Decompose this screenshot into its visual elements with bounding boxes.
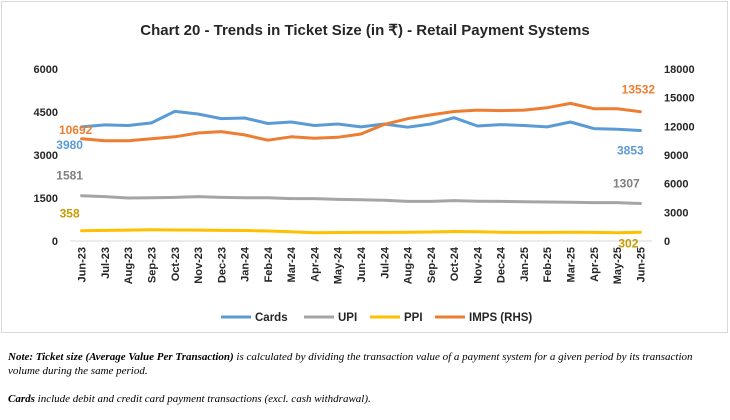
series-line-imps-rhs [80, 101, 642, 143]
data-label-cards-last: 3853 [617, 144, 644, 158]
x-tick-label: May-24 [333, 246, 345, 284]
x-tick-label: Sep-24 [426, 246, 438, 283]
x-tick-label: Jun-25 [635, 247, 647, 282]
data-label-imps-rhs-first: 10692 [59, 123, 93, 137]
x-tick-label: Nov-24 [472, 246, 484, 284]
data-label-ppi-first: 358 [60, 207, 80, 221]
x-tick-label: Mar-25 [566, 247, 578, 282]
legend-label-imps-rhs: IMPS (RHS) [469, 312, 532, 324]
data-label-upi-first: 1581 [56, 169, 83, 183]
left-tick-label: 1500 [34, 193, 58, 205]
right-tick-label: 12000 [664, 121, 695, 133]
x-tick-label: May-25 [612, 247, 624, 284]
left-tick-label: 6000 [34, 64, 58, 76]
data-labels: 3980 3853 1581 1307 358 302 10692 13532 [56, 83, 655, 251]
right-tick-label: 6000 [664, 179, 688, 191]
x-tick-label: Jan-24 [240, 246, 252, 282]
x-tick-label: Jul-23 [100, 247, 112, 279]
x-tick-label: Oct-23 [170, 247, 182, 281]
chart-frame [1, 1, 728, 333]
right-tick-label: 9000 [664, 150, 688, 162]
x-tick-label: Jul-24 [379, 246, 391, 279]
cards-bold: Cards [8, 393, 35, 405]
x-tick-label: Apr-25 [589, 247, 601, 282]
legend-label-cards: Cards [255, 312, 288, 324]
x-tick-label: Jun-24 [356, 246, 368, 282]
chart-title: Chart 20 - Trends in Ticket Size (in ₹) … [140, 22, 589, 39]
left-tick-label: 0 [52, 236, 58, 248]
right-tick-label: 0 [664, 236, 670, 248]
x-tick-label: Apr-24 [309, 246, 321, 282]
right-axis: 0 3000 6000 9000 12000 15000 18000 [664, 64, 695, 248]
data-label-upi-last: 1307 [613, 177, 640, 191]
x-tick-label: Aug-24 [403, 246, 415, 284]
x-tick-label: Jun-23 [77, 247, 89, 282]
note-ticket-size: Note: Ticket size (Average Value Per Tra… [8, 350, 723, 378]
x-tick-label: Sep-23 [146, 247, 158, 283]
note-text: is calculated by dividing the transactio… [8, 351, 693, 377]
right-tick-label: 15000 [664, 93, 695, 105]
right-tick-label: 18000 [664, 64, 695, 76]
x-tick-label: Oct-24 [449, 246, 461, 281]
series-line-cards [80, 109, 642, 132]
data-label-imps-rhs-last: 13532 [622, 83, 656, 97]
x-tick-label: Aug-23 [123, 247, 135, 284]
x-tick-label: Nov-23 [193, 247, 205, 284]
series-line-upi [80, 194, 642, 205]
notes: Note: Ticket size (Average Value Per Tra… [8, 350, 723, 420]
x-tick-label: Dec-23 [216, 247, 228, 283]
left-tick-label: 3000 [34, 150, 58, 162]
left-axis: 0 1500 3000 4500 6000 [34, 64, 58, 248]
cards-text: include debit and credit card payment tr… [34, 393, 371, 405]
right-tick-label: 3000 [664, 207, 688, 219]
data-label-cards-first: 3980 [56, 138, 83, 152]
x-tick-label: Dec-24 [496, 246, 508, 283]
series-line-ppi [80, 228, 642, 235]
left-tick-label: 4500 [34, 107, 58, 119]
x-tick-label: Feb-24 [263, 246, 275, 282]
note-bold: Note: Ticket size (Average Value Per Tra… [8, 351, 234, 363]
series-lines [80, 101, 642, 235]
x-tick-label: Feb-25 [542, 247, 554, 282]
legend: Cards UPI PPI IMPS (RHS) [221, 312, 532, 324]
x-tick-label: Jan-25 [519, 247, 531, 282]
legend-label-ppi: PPI [404, 312, 423, 324]
note-cards: Cards include debit and credit card paym… [8, 392, 723, 406]
data-label-ppi-last: 302 [618, 236, 638, 250]
legend-label-upi: UPI [338, 312, 357, 324]
x-tick-label: Mar-24 [286, 246, 298, 282]
x-axis: Jun-23 Jul-23 Aug-23 Sep-23 Oct-23 Nov-23 Dec-… [77, 246, 648, 284]
